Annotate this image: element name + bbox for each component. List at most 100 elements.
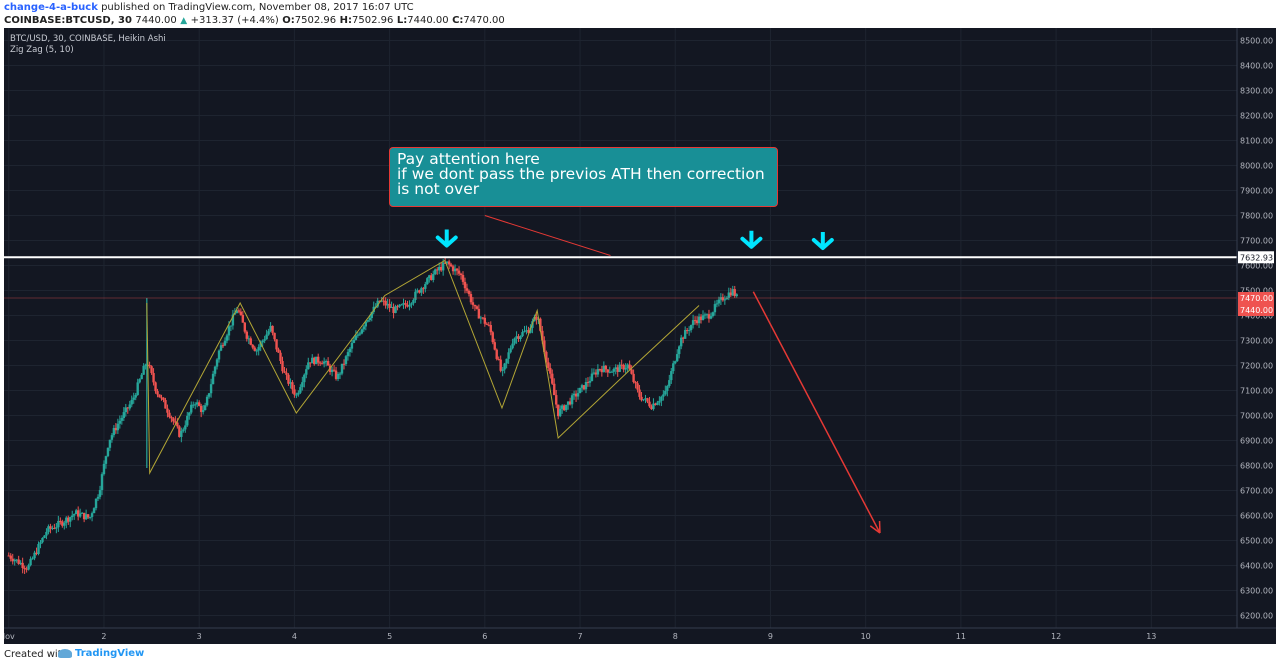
- candle-body: [241, 314, 245, 323]
- candle-body: [150, 366, 153, 374]
- chart-pane[interactable]: 8500.00 8400.00 8300.00 8200.00 8100.00 8000.…: [4, 28, 1276, 644]
- candle-body: [598, 369, 602, 371]
- y-tick-label: 8100.00: [1240, 137, 1273, 146]
- candle-body: [390, 307, 393, 309]
- candle-body: [317, 356, 320, 363]
- x-tick-label: 9: [768, 632, 773, 641]
- publish-info: change-4-a-buck published on TradingView…: [4, 2, 414, 13]
- candle-body: [553, 383, 556, 396]
- candle-body: [398, 304, 401, 307]
- x-tick-label: 13: [1146, 632, 1156, 641]
- candle-body: [622, 364, 625, 370]
- candle-body: [63, 522, 66, 526]
- candle-body: [124, 407, 127, 413]
- candle-body: [551, 373, 554, 384]
- candle-body: [654, 403, 657, 405]
- candle-body: [683, 330, 687, 339]
- candle-body: [313, 357, 316, 365]
- candle-body: [207, 393, 211, 397]
- candle-body: [451, 266, 455, 272]
- candle-body: [21, 562, 24, 568]
- axes: 8500.00 8400.00 8300.00 8200.00 8100.00 8000.…: [4, 28, 1276, 644]
- tradingview-logo[interactable]: TradingView: [58, 648, 144, 659]
- candle-body: [213, 366, 217, 374]
- candle-body: [261, 340, 264, 343]
- candle-body: [412, 300, 415, 304]
- candle-body: [322, 361, 326, 364]
- candle-body: [67, 517, 70, 522]
- y-tick-label: 7900.00: [1240, 187, 1273, 196]
- candle-body: [140, 374, 143, 380]
- drawings: [4, 215, 1237, 534]
- candle-body: [205, 396, 209, 406]
- candle-body: [110, 435, 114, 440]
- candle-body: [39, 542, 42, 545]
- candle-body: [717, 299, 721, 304]
- candle-body: [7, 555, 10, 557]
- high-label: H:: [339, 15, 353, 26]
- candle-body: [154, 382, 157, 392]
- candle-body: [519, 336, 522, 339]
- candle-body: [162, 397, 165, 400]
- down-arrow-icon: [811, 232, 834, 250]
- candle-body: [334, 370, 338, 379]
- x-tick-label: 6: [482, 632, 487, 641]
- candle-body: [394, 306, 397, 313]
- candle-body: [61, 521, 64, 526]
- candle-body: [51, 527, 54, 529]
- y-tick-label: 6200.00: [1240, 612, 1273, 621]
- candle-body: [687, 330, 691, 332]
- y-tick-label: 7100.00: [1240, 387, 1273, 396]
- annotation-callout[interactable]: Pay attention here if we dont pass the p…: [389, 147, 778, 207]
- y-tick-label: 6800.00: [1240, 462, 1273, 471]
- candle-body: [356, 334, 360, 336]
- x-tick-label: 8: [673, 632, 678, 641]
- candle-body: [503, 363, 506, 370]
- y-tick-label: 8400.00: [1240, 62, 1273, 71]
- candle-body: [489, 325, 492, 333]
- candle-body: [576, 393, 580, 397]
- candle-body: [558, 408, 562, 417]
- author-link[interactable]: change-4-a-buck: [4, 2, 98, 13]
- candle-body: [318, 362, 322, 364]
- candle-body: [366, 320, 369, 322]
- candle-body: [715, 303, 719, 305]
- candle-body: [620, 364, 623, 366]
- candle-body: [203, 405, 207, 411]
- y-tick-label: 8500.00: [1240, 37, 1273, 46]
- candle-body: [416, 290, 419, 292]
- candle-body: [176, 422, 179, 427]
- candle-body: [257, 347, 260, 351]
- price-chart[interactable]: 8500.00 8400.00 8300.00 8200.00 8100.00 8000.…: [4, 28, 1276, 644]
- candle-body: [723, 299, 727, 301]
- candle-body: [126, 407, 129, 409]
- candle-body: [443, 262, 447, 264]
- candle-body: [656, 402, 659, 405]
- candle-body: [348, 348, 352, 353]
- y-tick-label: 7600.00: [1240, 262, 1273, 271]
- candle-body: [400, 304, 403, 306]
- candle-body: [223, 340, 227, 346]
- candle-body: [418, 290, 421, 293]
- candle-body: [600, 369, 604, 373]
- candle-body: [580, 385, 584, 388]
- candle-body: [249, 338, 252, 345]
- candle-body: [441, 262, 445, 271]
- candle-body: [735, 294, 738, 297]
- current-price-tag: 7470.00: [1240, 294, 1273, 303]
- candle-body: [33, 552, 36, 559]
- candle-body: [449, 264, 453, 267]
- candle-body: [78, 513, 82, 517]
- candle-body: [638, 389, 641, 397]
- candle-body: [626, 364, 629, 368]
- candle-body: [116, 423, 120, 431]
- x-tick-label: 11: [956, 632, 966, 641]
- candle-body: [578, 387, 582, 394]
- candle-body: [37, 544, 40, 554]
- candle-body: [670, 371, 673, 381]
- candle-body: [420, 288, 423, 293]
- candle-body: [59, 520, 62, 522]
- candle-body: [338, 373, 342, 375]
- candle-body: [596, 369, 600, 375]
- candle-body: [543, 340, 546, 352]
